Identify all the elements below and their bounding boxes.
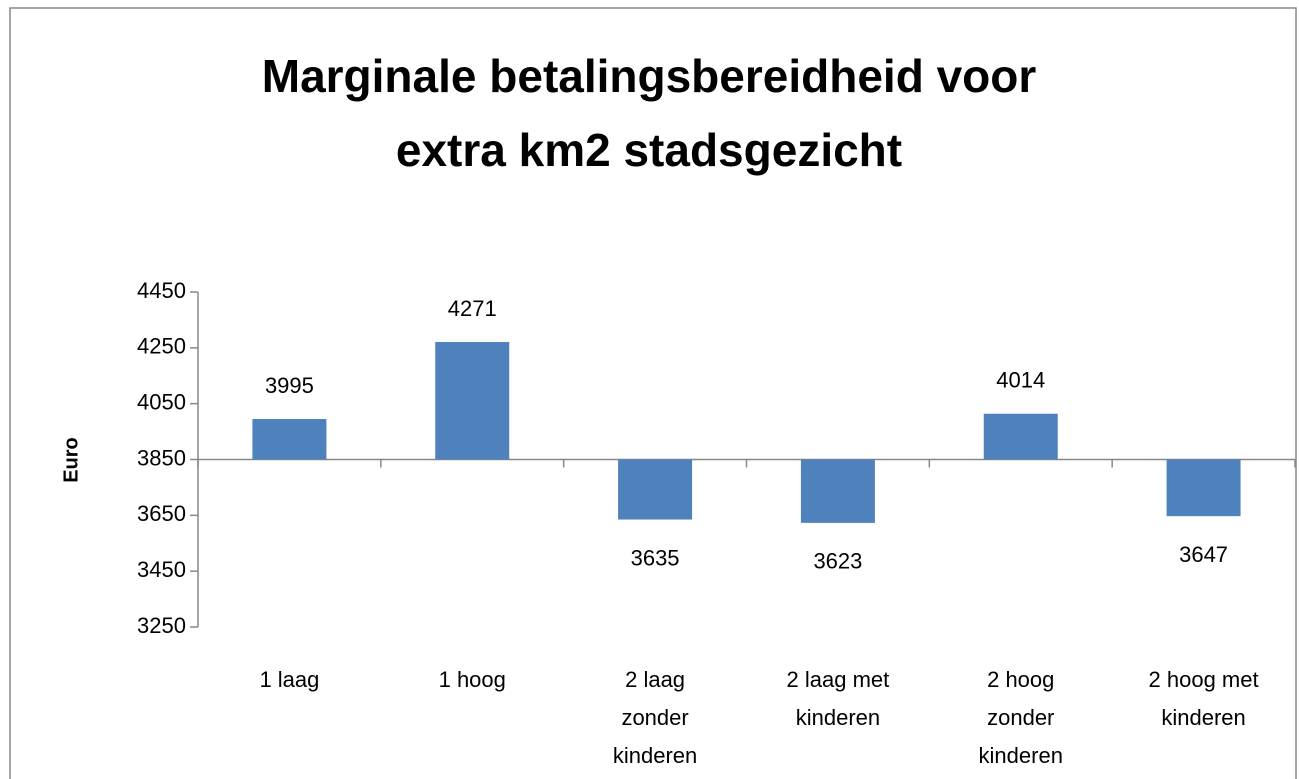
x-tick-label: 2 hoog met kinderen bbox=[1149, 667, 1259, 730]
y-tick-label: 3450 bbox=[137, 557, 186, 582]
data-label: 3647 bbox=[1179, 542, 1228, 567]
y-tick-label: 3850 bbox=[137, 445, 186, 470]
x-tick-label: 1 hoog bbox=[439, 667, 506, 692]
data-label: 3623 bbox=[813, 549, 862, 574]
bar bbox=[252, 419, 327, 460]
bar bbox=[1166, 459, 1241, 517]
bar bbox=[800, 459, 875, 523]
x-tick-label: 1 laag bbox=[259, 667, 319, 692]
data-label: 4271 bbox=[448, 296, 497, 321]
bar bbox=[983, 413, 1058, 460]
data-label: 3635 bbox=[631, 545, 680, 570]
chart-frame bbox=[9, 7, 1297, 779]
x-tick-label: 2 laag zonder kinderen bbox=[613, 667, 697, 768]
y-tick-label: 4250 bbox=[137, 334, 186, 359]
bar bbox=[435, 341, 510, 460]
y-tick-label: 3250 bbox=[137, 613, 186, 638]
y-tick-label: 4450 bbox=[137, 278, 186, 303]
data-label: 4014 bbox=[996, 368, 1045, 393]
data-label: 3995 bbox=[265, 373, 314, 398]
y-tick-label: 4050 bbox=[137, 389, 186, 414]
bar bbox=[618, 459, 693, 520]
x-tick-label: 2 hoog zonder kinderen bbox=[979, 667, 1063, 768]
y-tick-label: 3650 bbox=[137, 501, 186, 526]
y-axis-label: Euro bbox=[60, 437, 82, 483]
chart-title: Marginale betalingsbereidheid voor extra … bbox=[262, 50, 1037, 176]
x-tick-label: 2 laag met kinderen bbox=[787, 667, 890, 730]
